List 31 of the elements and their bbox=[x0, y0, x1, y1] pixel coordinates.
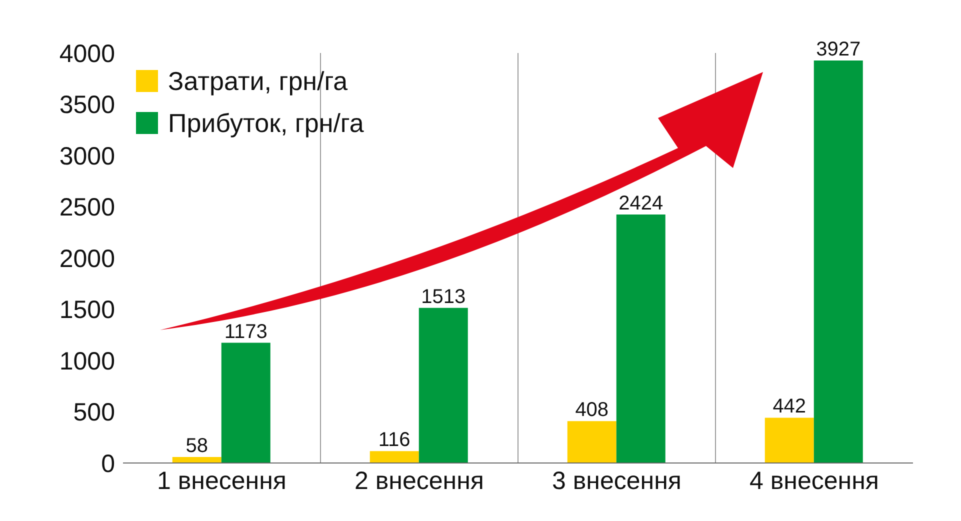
y-tick-label: 2000 bbox=[59, 244, 115, 273]
x-tick-label: 4 внесення bbox=[750, 466, 879, 495]
y-tick-label: 0 bbox=[101, 450, 115, 478]
x-tick-label: 1 внесення bbox=[157, 466, 286, 495]
data-label: 3927 bbox=[816, 38, 861, 60]
x-tick-label: 3 внесення bbox=[552, 466, 682, 495]
data-label: 116 bbox=[378, 429, 410, 452]
x-tick-label: 2 внесення bbox=[354, 466, 484, 495]
bar bbox=[764, 418, 814, 463]
bar bbox=[418, 308, 468, 463]
bar bbox=[172, 457, 222, 463]
data-label: 58 bbox=[186, 435, 208, 458]
y-tick-label: 2500 bbox=[59, 194, 115, 222]
y-tick-label: 4000 bbox=[59, 40, 115, 68]
bar bbox=[221, 342, 270, 463]
data-label: 2424 bbox=[618, 192, 664, 215]
bar bbox=[616, 214, 666, 463]
y-tick-label: 1000 bbox=[59, 347, 115, 376]
legend-label: Затрати, грн/га bbox=[168, 65, 348, 98]
y-tick-label: 3000 bbox=[59, 142, 115, 170]
data-label: 408 bbox=[575, 399, 609, 422]
bar bbox=[370, 451, 419, 463]
y-tick-label: 1500 bbox=[59, 296, 115, 324]
bar bbox=[567, 421, 616, 463]
y-tick-label: 500 bbox=[73, 398, 115, 427]
data-label: 1513 bbox=[421, 286, 466, 308]
data-label: 1173 bbox=[224, 320, 268, 343]
bar bbox=[814, 60, 863, 463]
legend-label: Прибуток, грн/га bbox=[168, 107, 364, 140]
y-tick-label: 3500 bbox=[59, 91, 115, 120]
data-label: 442 bbox=[772, 396, 806, 418]
